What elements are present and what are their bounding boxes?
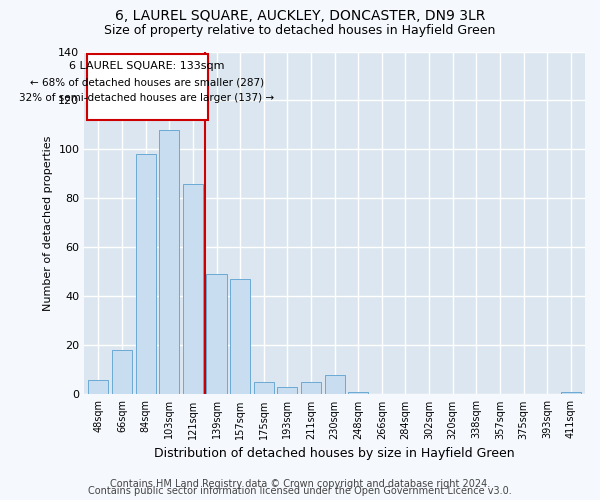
Bar bbox=[254, 382, 274, 394]
Text: 32% of semi-detached houses are larger (137) →: 32% of semi-detached houses are larger (… bbox=[19, 93, 275, 103]
Bar bbox=[561, 392, 581, 394]
Bar bbox=[88, 380, 109, 394]
Text: ← 68% of detached houses are smaller (287): ← 68% of detached houses are smaller (28… bbox=[30, 77, 264, 87]
Text: 6, LAUREL SQUARE, AUCKLEY, DONCASTER, DN9 3LR: 6, LAUREL SQUARE, AUCKLEY, DONCASTER, DN… bbox=[115, 9, 485, 23]
Bar bbox=[206, 274, 227, 394]
Bar bbox=[159, 130, 179, 394]
Bar bbox=[277, 387, 298, 394]
Bar bbox=[325, 375, 344, 394]
Bar bbox=[230, 280, 250, 394]
Bar bbox=[183, 184, 203, 394]
Bar bbox=[301, 382, 321, 394]
Bar bbox=[348, 392, 368, 394]
Bar bbox=[136, 154, 155, 394]
FancyBboxPatch shape bbox=[86, 54, 208, 120]
X-axis label: Distribution of detached houses by size in Hayfield Green: Distribution of detached houses by size … bbox=[154, 447, 515, 460]
Text: Size of property relative to detached houses in Hayfield Green: Size of property relative to detached ho… bbox=[104, 24, 496, 37]
Text: Contains HM Land Registry data © Crown copyright and database right 2024.: Contains HM Land Registry data © Crown c… bbox=[110, 479, 490, 489]
Y-axis label: Number of detached properties: Number of detached properties bbox=[43, 136, 53, 310]
Text: Contains public sector information licensed under the Open Government Licence v3: Contains public sector information licen… bbox=[88, 486, 512, 496]
Text: 6 LAUREL SQUARE: 133sqm: 6 LAUREL SQUARE: 133sqm bbox=[70, 62, 225, 72]
Bar bbox=[112, 350, 132, 395]
